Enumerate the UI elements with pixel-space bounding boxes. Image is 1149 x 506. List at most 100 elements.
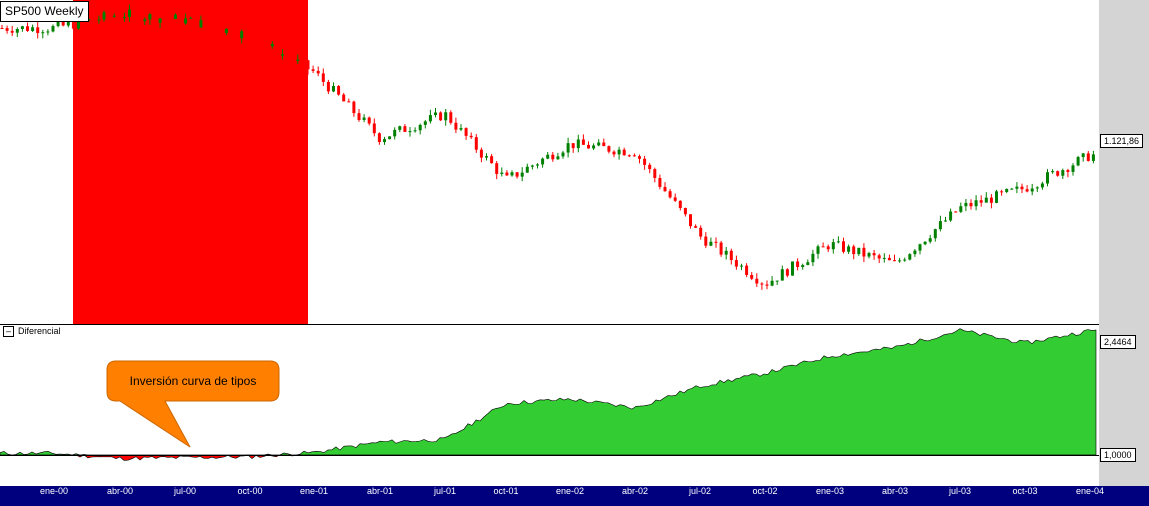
candle-body [77,18,80,29]
candle-body [581,139,585,145]
candle-body [643,158,647,165]
candle-body [597,142,601,146]
candle-body [898,260,902,262]
candle-body [61,21,65,26]
candle-body [1091,154,1095,161]
candle-body [342,94,346,102]
candle-body [689,214,692,227]
candle-body [5,28,9,31]
candle-body [372,123,376,134]
candle-body [734,260,738,267]
chart-canvas [0,0,1149,486]
candle-body [490,156,494,164]
time-axis [0,486,1149,506]
candle-body [153,14,157,23]
candle-body [852,246,856,255]
candle-body [622,149,626,156]
chart-title: SP500 Weekly [0,1,89,22]
candle-body [836,241,840,243]
highlight-region [73,0,308,324]
candle-body [760,283,764,285]
candle-body [745,265,749,275]
candle-body [658,177,662,187]
candle-body [286,54,290,58]
candle-body [571,143,575,149]
candle-body [383,139,386,143]
candle-body [301,59,305,61]
candle-body [826,246,830,250]
candle-body [168,18,172,20]
time-axis-label: jul-01 [433,486,457,496]
candle-body [607,146,611,152]
candle-body [444,112,448,121]
candle-body [281,54,284,56]
candle-body [903,259,907,261]
candle-body [26,26,29,31]
candle-body [1056,171,1060,176]
time-axis-label: abr-00 [106,486,134,496]
candle-body [780,269,784,281]
candle-body [673,197,677,201]
candle-body [1051,171,1055,173]
candle-body [485,156,488,158]
candle-body [332,86,335,92]
candle-body [469,135,473,138]
candle-body [510,172,514,176]
candle-body [683,207,687,215]
candle-body [352,101,356,114]
candle-body [1000,191,1004,193]
candle-body [964,202,968,207]
candle-body [1076,157,1080,166]
candle-body [1025,189,1029,192]
candle-body [388,136,392,140]
annotation-text: Inversión curva de tipos [129,374,257,388]
candle-body [694,226,698,228]
candle-body [709,241,713,246]
candle-body [913,250,917,255]
candle-body [428,115,432,122]
candle-body [459,128,463,130]
candle-body [403,126,407,132]
candle-body [995,191,998,203]
right-price-margin [1099,0,1149,486]
candle-body [1040,183,1044,188]
candle-body [306,60,310,70]
candle-body [806,262,810,266]
candle-body [944,220,947,222]
candle-body [439,112,443,121]
candle-body [260,44,264,46]
callout-bubble [106,360,280,448]
candle-body [785,269,789,276]
candle-body [362,117,366,120]
time-axis-label: oct-03 [1012,486,1038,496]
candle-body [117,15,121,18]
candle-body [617,149,621,155]
candlestick-series [0,4,1095,290]
candle-body [148,14,152,20]
candle-body [245,31,249,33]
candle-body [1030,188,1034,192]
candle-body [495,163,499,174]
candle-body [1035,187,1039,189]
candle-body [1071,165,1075,172]
candle-body [367,117,371,124]
time-axis-label: abr-02 [621,486,649,496]
panel-collapse-button[interactable]: – [3,326,14,337]
candle-body [138,12,142,22]
candle-body [1066,170,1070,172]
candle-body [1081,153,1085,158]
candle-body [724,250,728,255]
candle-body [648,164,652,170]
candle-body [321,73,325,82]
candle-body [525,166,529,173]
candle-body [296,59,300,61]
candle-body [46,31,50,33]
candle-body [158,18,162,23]
candle-body [821,246,825,248]
candle-body [561,152,565,157]
candle-body [250,32,254,39]
time-axis-label: abr-03 [881,486,909,496]
candle-body [704,236,708,246]
candle-body [449,112,453,123]
candle-body [97,19,101,21]
